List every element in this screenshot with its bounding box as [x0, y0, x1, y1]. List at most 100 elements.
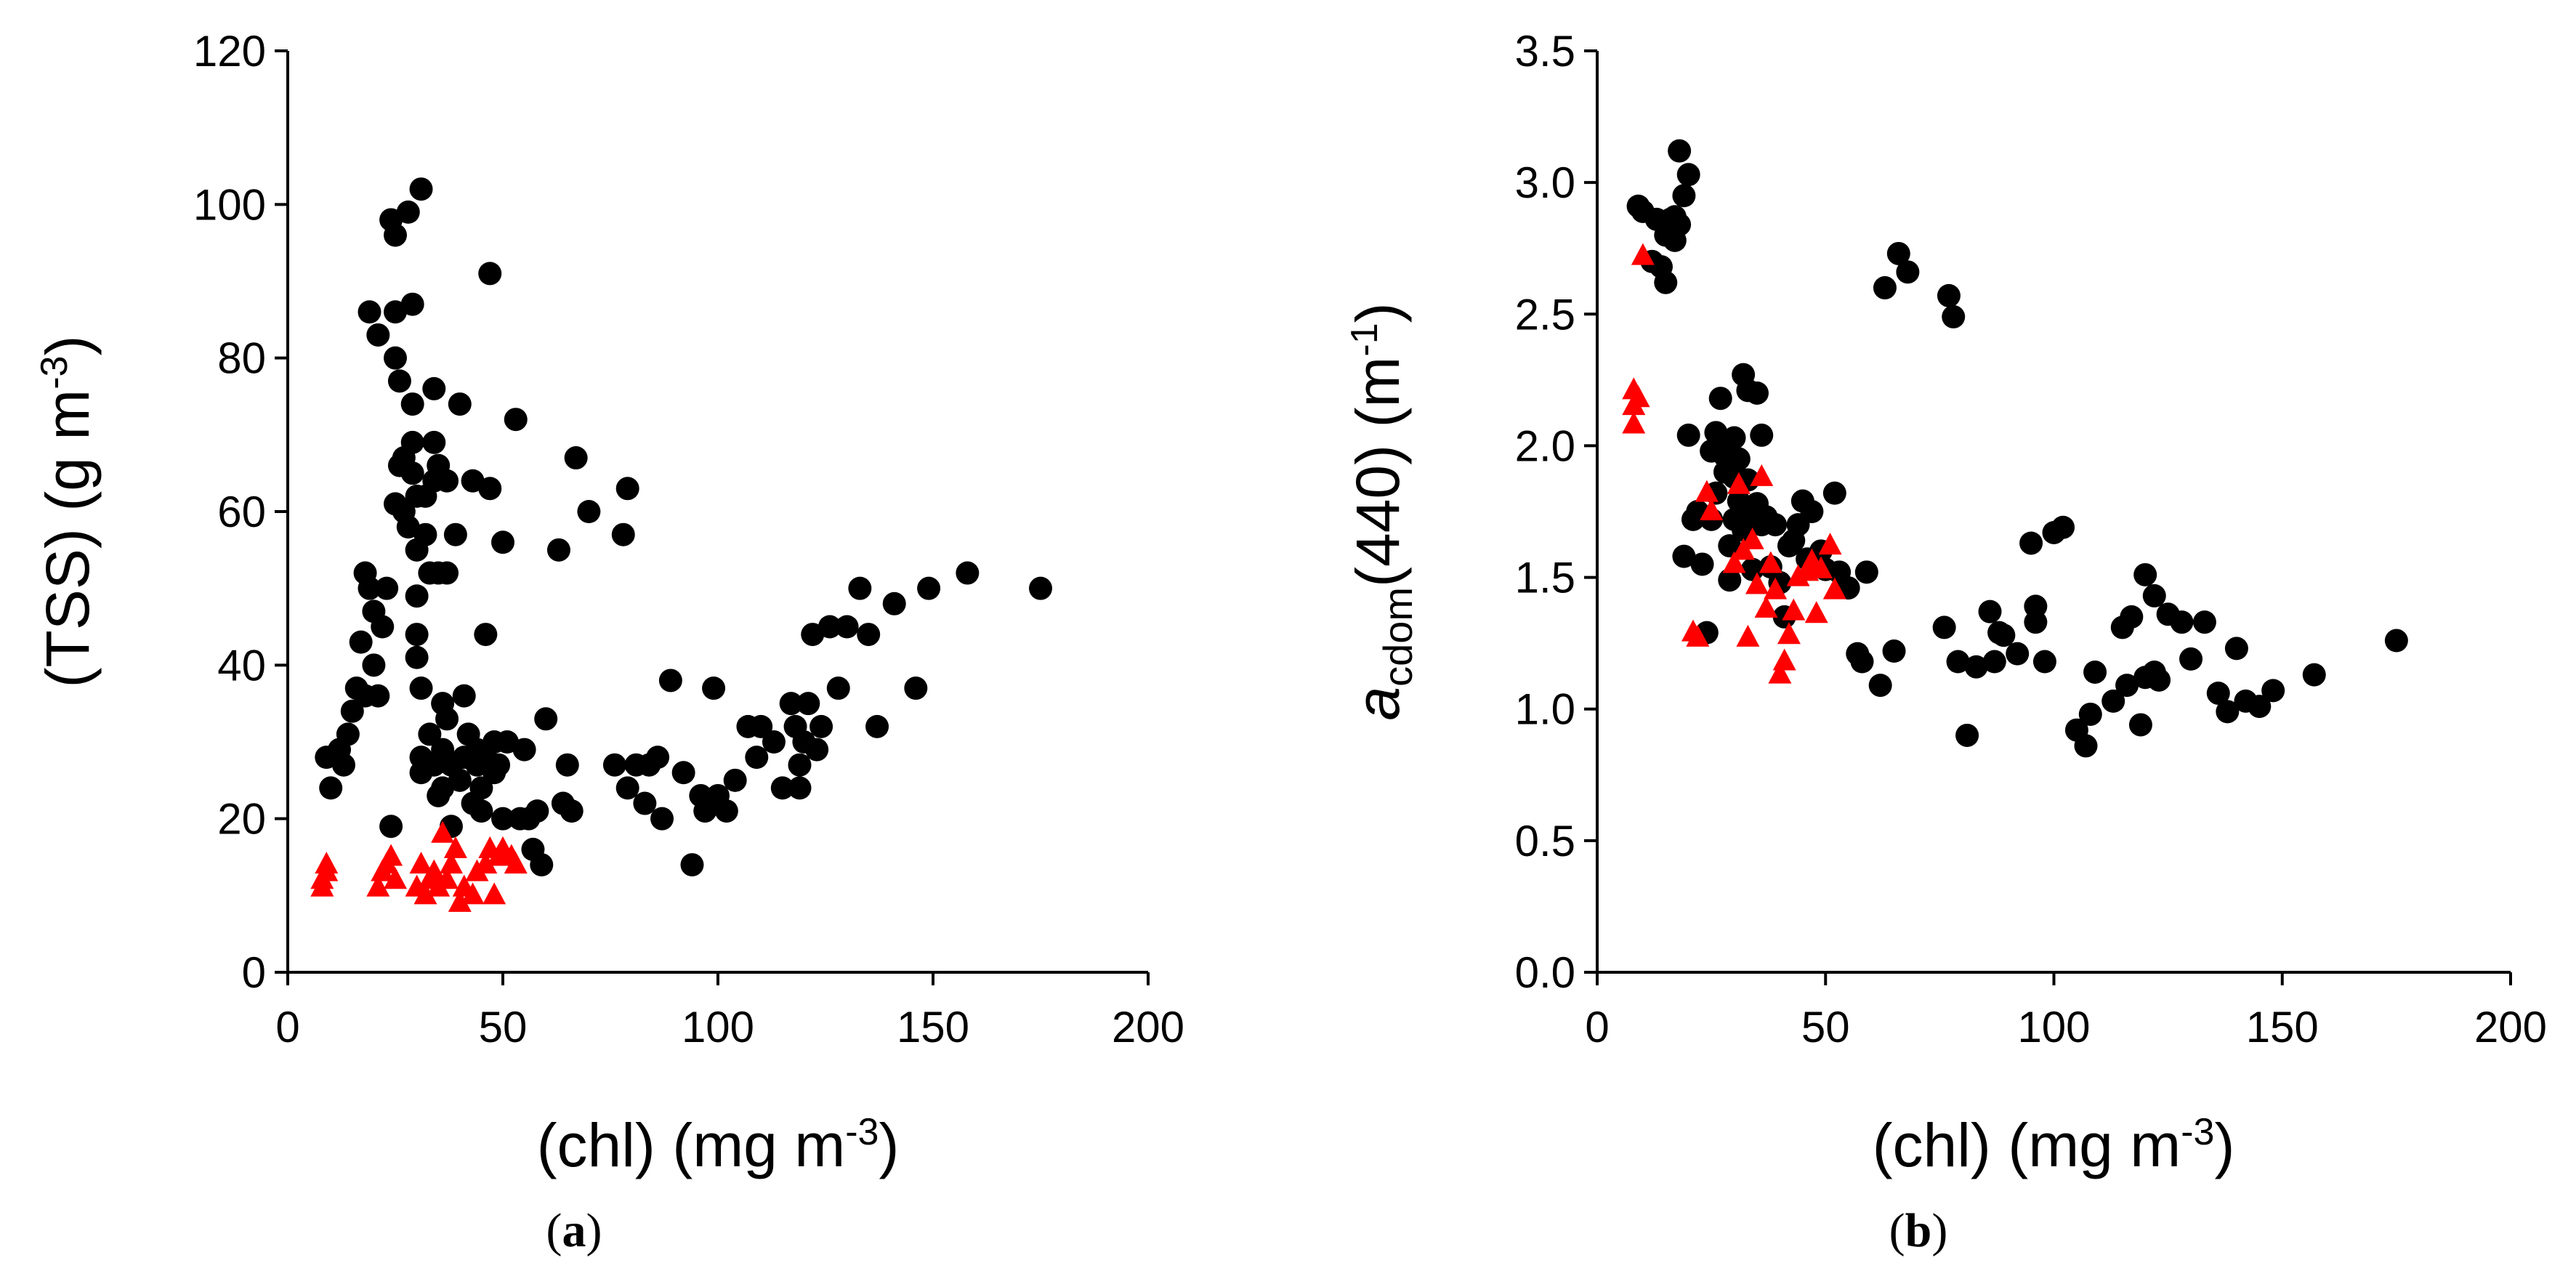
scatter-point-circle — [1854, 560, 1878, 584]
scatter-point-circle — [405, 584, 429, 608]
scatter-point-triangle — [384, 867, 407, 889]
scatter-point-circle — [2248, 695, 2272, 719]
y-tick-label: 3.0 — [1515, 158, 1575, 207]
scatter-point-circle — [2120, 605, 2144, 629]
scatter-point-circle — [2083, 660, 2107, 684]
scatter-point-triangle — [443, 836, 467, 858]
x-tick-label: 200 — [1112, 1003, 1184, 1051]
plot-a-marks — [310, 177, 1052, 912]
scatter-point-circle — [1718, 534, 1742, 558]
scatter-point-circle — [1708, 387, 1732, 411]
scatter-point-circle — [413, 522, 437, 546]
scatter-point-circle — [1886, 241, 1910, 265]
scatter-point-circle — [796, 692, 820, 716]
scatter-point-circle — [1868, 674, 1892, 698]
scatter-point-circle — [602, 753, 626, 777]
scatter-point-circle — [1850, 650, 1874, 674]
scatter-point-circle — [904, 677, 928, 700]
scatter-point-circle — [680, 853, 704, 877]
scatter-point-triangle — [1822, 577, 1846, 599]
scatter-point-circle — [405, 623, 429, 647]
scatter-point-circle — [835, 615, 859, 639]
scatter-point-circle — [400, 392, 424, 416]
scatter-point-triangle — [431, 820, 455, 843]
scatter-point-circle — [478, 262, 502, 286]
x-tick-label: 0 — [275, 1003, 299, 1051]
scatter-point-triangle — [435, 867, 459, 889]
scatter-point-circle — [1654, 270, 1678, 294]
y-tick-label: 100 — [193, 180, 266, 229]
panel-b-label: (b) — [1889, 1204, 1948, 1257]
scatter-point-triangle — [409, 852, 433, 874]
scatter-point-circle — [2261, 679, 2285, 703]
x-tick-label: 100 — [2017, 1003, 2090, 1051]
scatter-point-circle — [1750, 423, 1774, 447]
scatter-point-circle — [1982, 650, 2006, 674]
plot-b-x-axis-title: (chl) (mg m-3) — [1873, 1111, 2235, 1179]
scatter-point-circle — [349, 630, 373, 654]
scatter-point-circle — [1718, 568, 1742, 592]
scatter-point-triangle — [1764, 577, 1788, 599]
x-tick-label: 100 — [682, 1003, 754, 1051]
scatter-point-triangle — [1768, 661, 1792, 684]
scatter-point-circle — [491, 530, 514, 554]
scatter-point-triangle — [1700, 498, 1724, 520]
scatter-point-circle — [443, 522, 467, 546]
scatter-point-circle — [1946, 650, 1970, 674]
scatter-point-triangle — [439, 852, 463, 874]
scatter-point-circle — [387, 369, 411, 393]
scatter-point-triangle — [366, 874, 390, 897]
scatter-point-circle — [1978, 599, 2002, 623]
y-tick-label: 1.0 — [1515, 685, 1575, 734]
scatter-point-circle — [779, 692, 803, 716]
scatter-point-circle — [396, 200, 420, 224]
scatter-point-circle — [615, 776, 639, 800]
scatter-point-circle — [384, 223, 407, 247]
scatter-point-triangle — [1626, 385, 1650, 408]
scatter-point-circle — [2302, 663, 2326, 687]
scatter-point-circle — [1992, 623, 2016, 647]
scatter-point-triangle — [483, 882, 506, 905]
scatter-point-circle — [577, 500, 601, 523]
scatter-point-circle — [788, 776, 812, 800]
scatter-point-triangle — [448, 889, 472, 912]
scatter-point-circle — [2216, 700, 2240, 724]
scatter-point-triangle — [422, 859, 446, 881]
scatter-point-circle — [917, 576, 941, 600]
scatter-point-circle — [1676, 163, 1700, 187]
scatter-point-triangle — [1622, 411, 1646, 434]
x-tick-label: 150 — [2246, 1003, 2319, 1051]
scatter-point-circle — [1964, 655, 1988, 679]
scatter-point-circle — [1822, 481, 1846, 505]
scatter-point-circle — [435, 561, 459, 585]
scatter-point-triangle — [1759, 551, 1782, 573]
scatter-point-circle — [375, 576, 399, 600]
scatter-point-circle — [400, 461, 424, 485]
scatter-point-circle — [1672, 184, 1696, 208]
scatter-point-circle — [2074, 734, 2098, 758]
scatter-point-triangle — [1750, 464, 1774, 486]
scatter-point-circle — [478, 477, 502, 501]
scatter-point-circle — [422, 376, 446, 400]
scatter-point-circle — [1727, 489, 1751, 513]
scatter-point-circle — [1690, 552, 1714, 576]
y-tick-label: 40 — [217, 641, 266, 690]
scatter-point-triangle — [1777, 622, 1801, 645]
scatter-point-circle — [331, 753, 355, 777]
scatter-point-triangle — [461, 882, 485, 905]
x-tick-label: 200 — [2474, 1003, 2547, 1051]
scatter-point-circle — [1932, 615, 1956, 639]
scatter-point-circle — [560, 799, 584, 823]
scatter-point-circle — [418, 722, 442, 746]
scatter-point-circle — [788, 753, 812, 777]
scatter-point-circle — [435, 707, 459, 731]
scatter-point-circle — [2179, 647, 2203, 671]
scatter-point-circle — [848, 576, 872, 600]
scatter-point-circle — [2142, 584, 2166, 607]
scatter-point-circle — [693, 799, 717, 823]
scatter-point-circle — [826, 677, 850, 700]
scatter-point-circle — [2206, 681, 2230, 705]
scatter-point-circle — [379, 815, 403, 839]
scatter-point-circle — [546, 538, 570, 562]
scatter-point-circle — [405, 645, 429, 669]
